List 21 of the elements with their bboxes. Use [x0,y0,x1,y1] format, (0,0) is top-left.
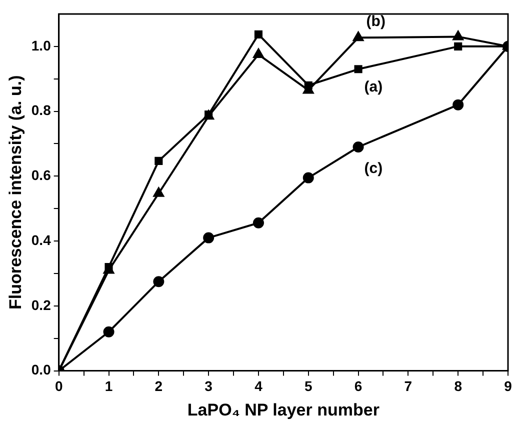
x-tick-label: 4 [254,378,263,394]
x-tick-label: 0 [54,378,63,394]
y-axis-title: Fluorescence intensity (a. u.) [6,75,25,310]
y-tick-label: 0.6 [31,167,52,184]
x-tick-label: 6 [354,378,362,394]
series-label: (c) [364,160,383,178]
x-axis-title: LaPO₄ NP layer number [187,400,380,420]
series-label: (b) [366,12,386,30]
x-tick-label: 1 [104,378,113,394]
series-label: (a) [364,78,383,96]
y-tick-label: 0.8 [31,102,52,118]
y-tick-label: 0.0 [31,362,52,378]
y-tick-label: 0.2 [31,296,52,313]
x-tick-label: 2 [154,378,163,394]
x-tick-label: 7 [404,378,412,394]
y-tick-label: 1.0 [31,37,52,54]
x-tick-label: 9 [504,378,512,394]
x-tick-label: 5 [304,378,312,394]
x-tick-label: 3 [204,378,213,394]
x-tick-label: 8 [454,378,462,394]
y-tick-label: 0.4 [31,232,52,248]
